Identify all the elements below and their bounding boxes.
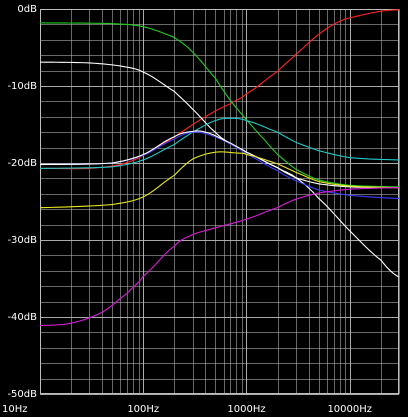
- y-tick-label: 0dB: [17, 4, 37, 15]
- y-tick-label: -50dB: [7, 389, 37, 400]
- y-tick-label: -10dB: [7, 81, 37, 92]
- series-line-1: [39, 9, 400, 170]
- series-line-5: [39, 131, 400, 199]
- x-tick-labels: 10Hz 100Hz 1000Hz 10000Hz: [2, 404, 372, 415]
- y-tick-label: -40dB: [7, 312, 37, 323]
- series-line-6: [39, 130, 400, 189]
- x-tick-label: 100Hz: [127, 404, 159, 415]
- x-tick-label: 10000Hz: [327, 404, 372, 415]
- plot-border: [40, 9, 399, 394]
- plot-frame: [40, 9, 399, 394]
- series-line-7: [39, 151, 400, 209]
- x-tick-label: 10Hz: [2, 404, 28, 415]
- series-line-8: [39, 187, 400, 327]
- series-line-2: [39, 22, 400, 188]
- y-tick-label: -30dB: [7, 235, 37, 246]
- y-tick-label: -20dB: [7, 158, 37, 169]
- series-line-4: [39, 117, 400, 169]
- grid: [40, 9, 400, 395]
- series-lines: [39, 9, 400, 327]
- x-tick-label: 1000Hz: [227, 404, 265, 415]
- y-tick-labels: 0dB -10dB -20dB -30dB -40dB -50dB: [7, 4, 37, 400]
